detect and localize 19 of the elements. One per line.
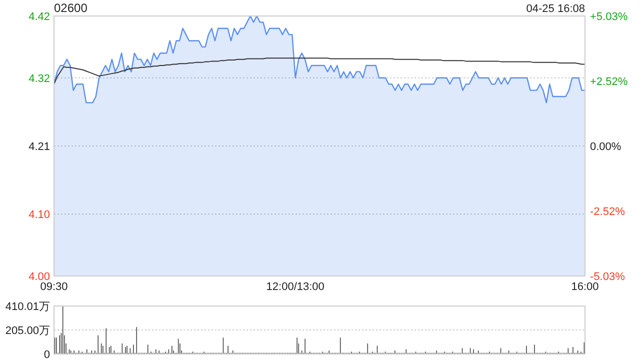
y-tick-label: 4.10 (28, 209, 50, 222)
y-tick-label: 4.21 (28, 141, 50, 153)
y-tick-label: 410.01万 (5, 301, 50, 313)
x-tick-label: 12:00/13:00 (266, 281, 324, 293)
y2-tick-label: -5.03% (590, 271, 626, 283)
y2-tick-label: -2.52% (590, 206, 626, 218)
y-tick-label: 4.00 (28, 271, 50, 283)
y2-tick-label: +5.03% (590, 11, 628, 23)
line-series (54, 58, 586, 85)
y-tick-label: 4.42 (28, 11, 50, 23)
y-tick-label: 4.32 (28, 72, 50, 85)
y-tick-label: 0 (44, 349, 50, 360)
chart-title: 02600 (54, 1, 88, 15)
x-tick-label: 16:00 (571, 281, 599, 293)
y2-tick-label: +2.52% (590, 76, 628, 88)
y-tick-label: 205.00万 (5, 325, 50, 337)
x-tick-label: 09:30 (40, 281, 68, 293)
y2-tick-label: 0.00% (590, 141, 622, 153)
chart-subtitle: 04-25 16:08 (526, 3, 585, 15)
